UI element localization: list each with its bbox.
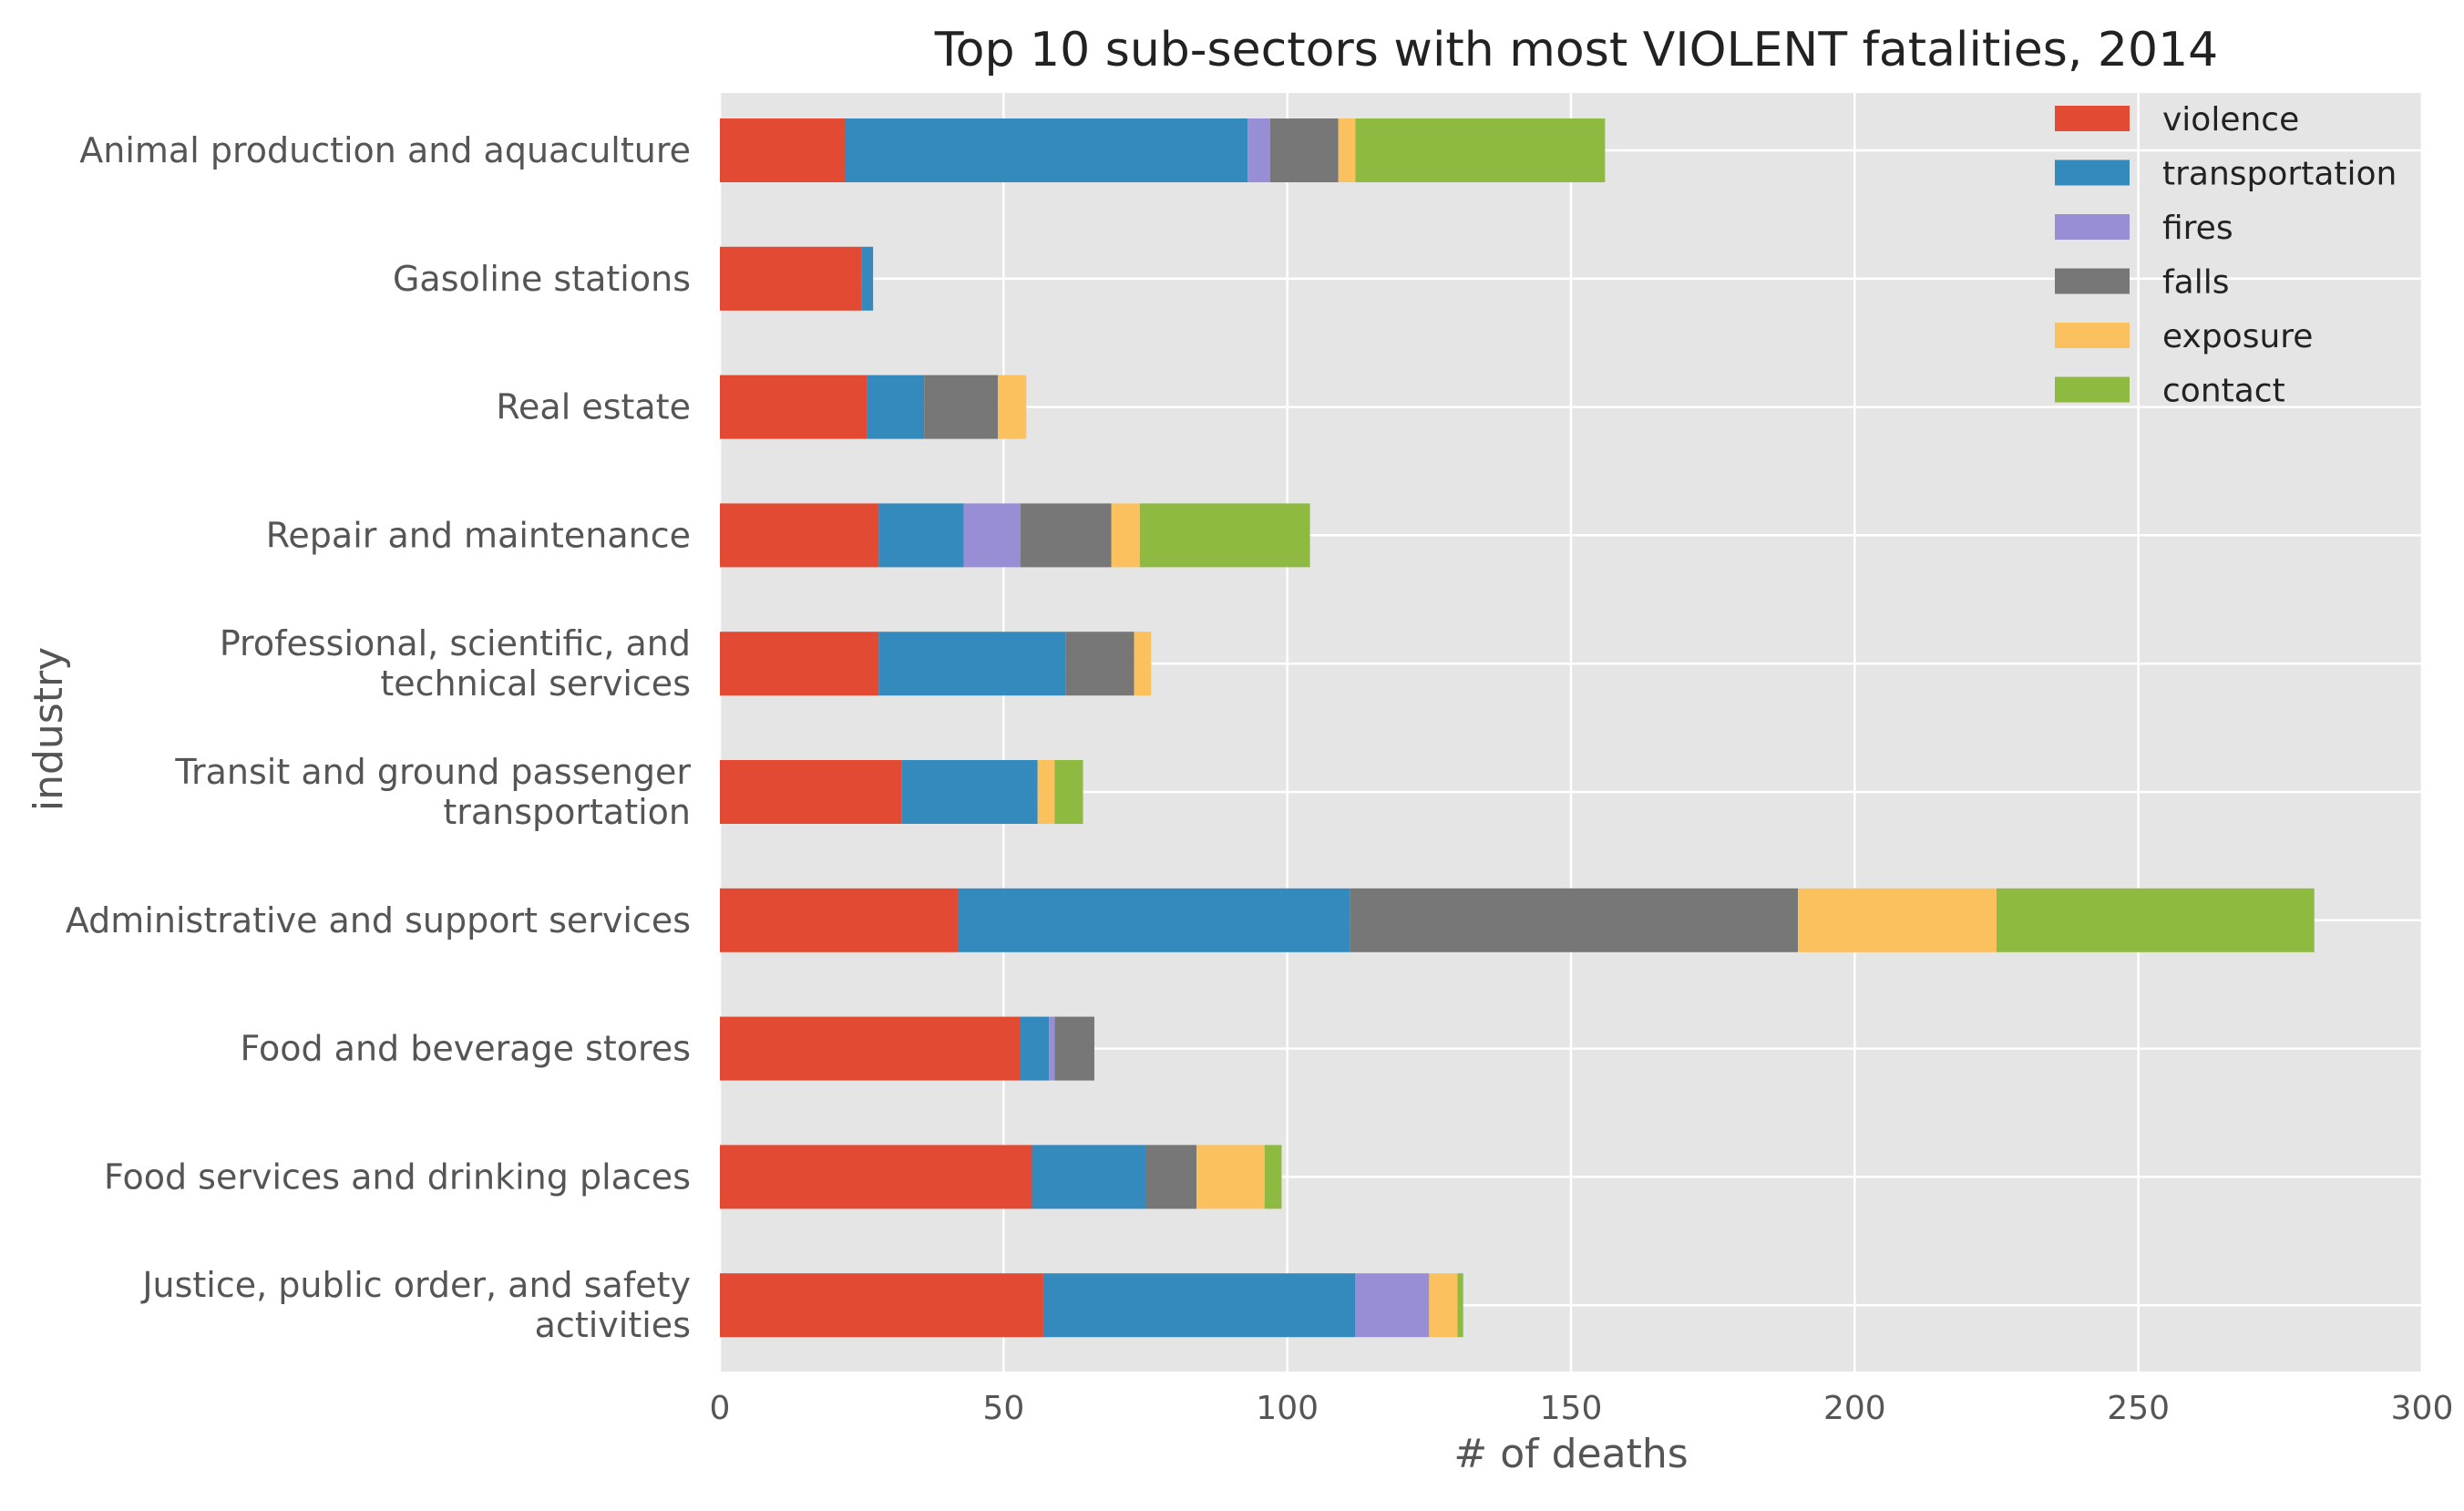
- bar-transportation-2: [867, 375, 925, 439]
- bar-violence-7: [720, 1016, 1022, 1081]
- legend-swatch-violence: [2055, 106, 2130, 131]
- bar-transportation-5: [901, 760, 1038, 824]
- bars: [720, 118, 2315, 1338]
- bar-fires-3: [963, 503, 1022, 568]
- y-tick-label-8: Food services and drinking places: [104, 1156, 691, 1197]
- bar-exposure-2: [998, 375, 1027, 439]
- bar-transportation-4: [878, 632, 1066, 696]
- bar-exposure-3: [1111, 503, 1140, 568]
- chart-title: Top 10 sub-sectors with most VIOLENT fat…: [934, 23, 2219, 77]
- y-tick-label-3: Repair and maintenance: [266, 515, 691, 555]
- y-tick-label-6: Administrative and support services: [66, 900, 691, 941]
- bar-falls-7: [1054, 1016, 1094, 1081]
- bar-violence-3: [720, 503, 879, 568]
- bar-fires-9: [1355, 1273, 1430, 1338]
- bar-violence-1: [720, 246, 862, 311]
- y-tick-label-2: Real estate: [496, 387, 691, 427]
- bar-exposure-8: [1196, 1145, 1265, 1209]
- legend-label-fires: fires: [2162, 210, 2233, 247]
- x-tick-label-4: 200: [1823, 1390, 1886, 1427]
- legend-label-exposure: exposure: [2162, 318, 2313, 355]
- x-tick-label-0: 0: [710, 1390, 731, 1427]
- bar-violence-8: [720, 1145, 1032, 1209]
- y-tick-label-1: Gasoline stations: [393, 259, 691, 299]
- bar-contact-6: [1997, 888, 2315, 952]
- x-tick-labels: 0 50 100 150 200 250 300: [710, 1390, 2454, 1427]
- legend-label-contact: contact: [2162, 373, 2285, 410]
- bar-transportation-9: [1042, 1273, 1356, 1338]
- bar-falls-2: [924, 375, 999, 439]
- x-axis-label: # of deaths: [1453, 1431, 1688, 1477]
- y-tick-label-7: Food and beverage stores: [240, 1029, 691, 1069]
- y-tick-labels: Animal production and aquaculture Gasolin…: [66, 130, 692, 1345]
- x-tick-label-1: 50: [982, 1390, 1024, 1427]
- bar-transportation-3: [878, 503, 964, 568]
- legend-swatch-contact: [2055, 376, 2130, 403]
- y-tick-label-9: Justice, public order, and safety activit…: [140, 1265, 691, 1345]
- bar-violence-2: [720, 375, 868, 439]
- bar-contact-0: [1355, 118, 1606, 182]
- y-tick-label-0: Animal production and aquaculture: [79, 130, 691, 170]
- legend-swatch-fires: [2055, 214, 2130, 240]
- bar-exposure-6: [1798, 888, 1997, 952]
- bar-fires-0: [1247, 118, 1270, 182]
- x-tick-label-3: 150: [1540, 1390, 1603, 1427]
- bar-violence-9: [720, 1273, 1043, 1338]
- bar-falls-3: [1021, 503, 1112, 568]
- bar-falls-0: [1269, 118, 1339, 182]
- bar-exposure-5: [1037, 760, 1055, 824]
- legend: violence transportation fires falls exposure…: [2055, 101, 2397, 410]
- bar-transportation-1: [861, 246, 874, 311]
- bar-transportation-6: [958, 888, 1350, 952]
- legend-swatch-transportation: [2055, 159, 2130, 186]
- legend-label-violence: violence: [2162, 101, 2299, 139]
- bar-falls-8: [1145, 1145, 1197, 1209]
- x-tick-label-2: 100: [1256, 1390, 1319, 1427]
- bar-transportation-8: [1032, 1145, 1145, 1209]
- legend-swatch-exposure: [2055, 323, 2130, 348]
- bar-contact-9: [1457, 1273, 1463, 1338]
- y-tick-label-4: Professional, scientific, and technical s…: [220, 623, 691, 704]
- bar-contact-8: [1264, 1145, 1282, 1209]
- bar-contact-3: [1139, 503, 1310, 568]
- x-tick-label-5: 250: [2107, 1390, 2170, 1427]
- bar-violence-0: [720, 118, 845, 182]
- y-axis-label: industry: [26, 647, 72, 811]
- bar-transportation-7: [1021, 1016, 1050, 1081]
- x-tick-label-6: 300: [2391, 1390, 2454, 1427]
- bar-falls-4: [1065, 632, 1134, 696]
- bar-violence-6: [720, 888, 959, 952]
- bar-exposure-4: [1134, 632, 1152, 696]
- bar-exposure-9: [1429, 1273, 1458, 1338]
- legend-swatch-falls: [2055, 268, 2130, 294]
- legend-label-falls: falls: [2162, 264, 2230, 302]
- bar-violence-5: [720, 760, 902, 824]
- bar-falls-6: [1350, 888, 1799, 952]
- legend-label-transportation: transportation: [2162, 156, 2397, 193]
- y-tick-label-5: Transit and ground passenger transportati…: [174, 752, 691, 832]
- bar-exposure-0: [1338, 118, 1356, 182]
- bar-contact-5: [1054, 760, 1083, 824]
- bar-transportation-0: [844, 118, 1248, 182]
- bar-violence-4: [720, 632, 879, 696]
- bar-fires-7: [1049, 1016, 1055, 1081]
